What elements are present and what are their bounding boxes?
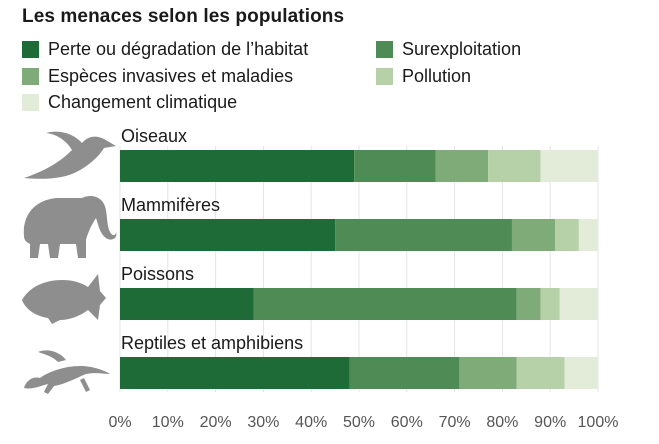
bar-oiseaux-invasives — [435, 150, 489, 182]
bar-mammiferes-pollution — [554, 219, 579, 251]
bar-oiseaux-pollution — [488, 150, 541, 182]
lizard-icon — [24, 350, 110, 394]
bar-poissons-pollution — [540, 288, 560, 320]
legend-swatch-surexploitation — [376, 41, 393, 58]
x-tick-label-50: 50% — [343, 414, 375, 431]
x-tick-label-100: 100% — [578, 414, 619, 431]
bar-poissons-surexploitation — [253, 288, 517, 320]
bar-reptiles-invasives — [459, 357, 517, 389]
bar-poissons-invasives — [516, 288, 541, 320]
bar-mammiferes-invasives — [511, 219, 555, 251]
elephant-icon — [23, 196, 117, 258]
x-tick-label-30: 30% — [247, 414, 279, 431]
legend-swatch-invasives — [22, 68, 39, 85]
x-tick-label-90: 90% — [534, 414, 566, 431]
legend-item-pollution: Pollution — [376, 66, 471, 87]
legend-item-surexploitation: Surexploitation — [376, 39, 521, 60]
bar-mammiferes-climat — [578, 219, 598, 251]
category-label-mammiferes: Mammifères — [121, 195, 220, 215]
category-label-reptiles: Reptiles et amphibiens — [121, 333, 303, 353]
fish-icon — [22, 274, 106, 324]
bar-poissons-habitat — [120, 288, 254, 320]
legend-item-habitat: Perte ou dégradation de l’habitat — [22, 39, 308, 60]
legend-label-surexploitation: Surexploitation — [402, 39, 522, 59]
legend-swatch-habitat — [22, 41, 39, 58]
bar-poissons-climat — [559, 288, 598, 320]
bird-icon — [24, 131, 116, 179]
x-axis-ticks: 0% 10% 20% 30% 40% 50% 60% 70% 80% 90% 100% — [108, 414, 618, 431]
legend-label-invasives: Espèces invasives et maladies — [48, 66, 294, 86]
legend-swatch-pollution — [376, 68, 393, 85]
bar-oiseaux-climat — [540, 150, 598, 182]
chart-title: Les menaces selon les populations — [22, 6, 345, 27]
bar-mammiferes-surexploitation — [335, 219, 512, 251]
category-label-oiseaux: Oiseaux — [121, 126, 187, 146]
bar-reptiles-climat — [564, 357, 598, 389]
x-tick-label-0: 0% — [108, 414, 131, 431]
bar-reptiles-surexploitation — [349, 357, 460, 389]
x-tick-label-40: 40% — [295, 414, 327, 431]
gridlines — [119, 146, 599, 392]
legend-item-invasives: Espèces invasives et maladies — [22, 66, 293, 87]
bar-reptiles-pollution — [516, 357, 565, 389]
bar-oiseaux-surexploitation — [354, 150, 436, 182]
legend-label-climat: Changement climatique — [48, 92, 238, 112]
bar-reptiles-habitat — [120, 357, 350, 389]
legend-item-climat: Changement climatique — [22, 92, 237, 113]
x-tick-label-60: 60% — [391, 414, 423, 431]
bar-mammiferes-habitat — [120, 219, 336, 251]
bar-series — [120, 150, 598, 389]
x-tick-label-70: 70% — [439, 414, 471, 431]
bar-oiseaux-habitat — [120, 150, 355, 182]
category-label-poissons: Poissons — [121, 264, 194, 284]
x-tick-label-20: 20% — [200, 414, 232, 431]
legend-swatch-climat — [22, 94, 39, 111]
x-tick-label-10: 10% — [152, 414, 184, 431]
x-tick-label-80: 80% — [486, 414, 518, 431]
legend-label-pollution: Pollution — [402, 66, 472, 86]
legend-label-habitat: Perte ou dégradation de l’habitat — [48, 39, 309, 59]
